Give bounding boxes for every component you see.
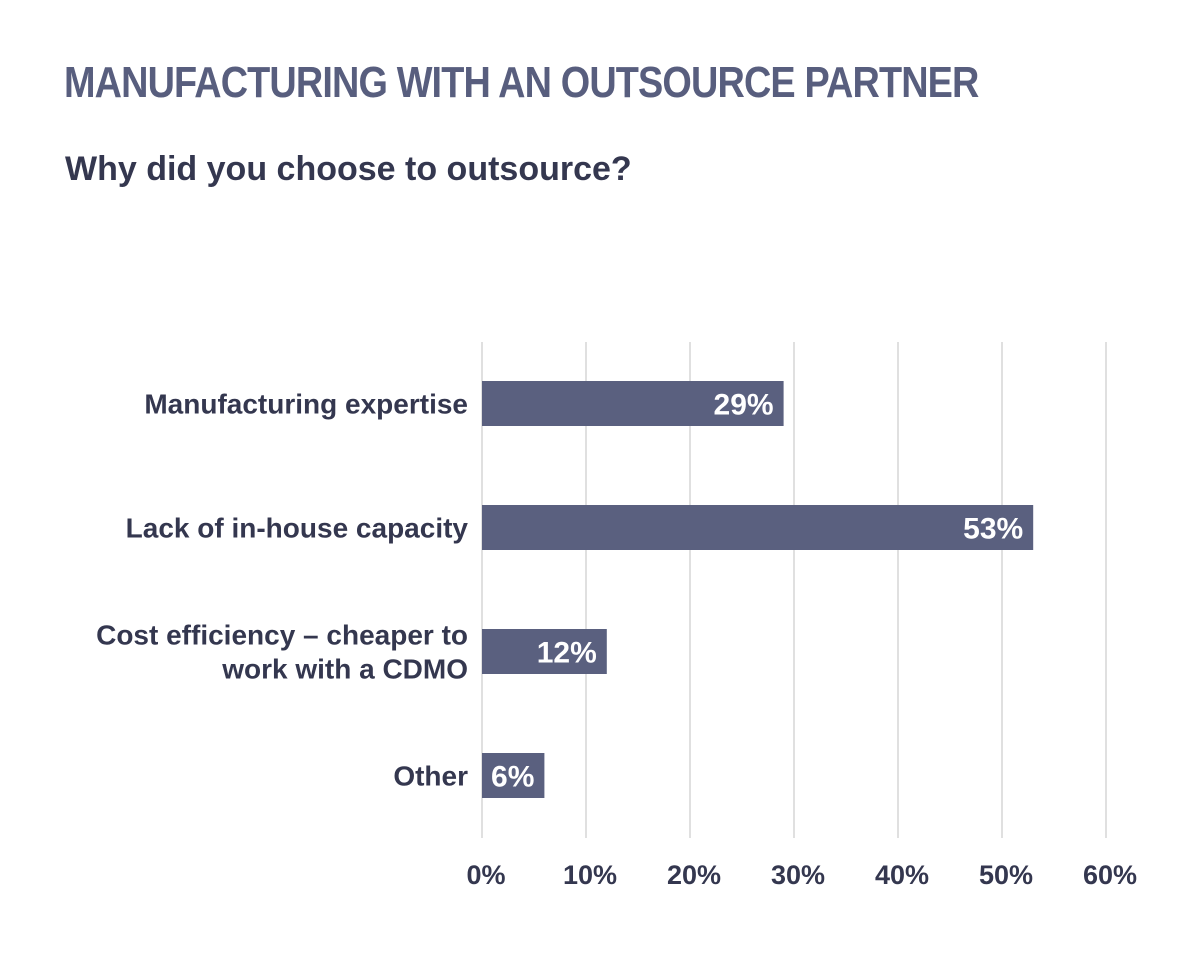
x-tick-label: 0%	[466, 860, 505, 890]
chart-subtitle: Why did you choose to outsource?	[65, 150, 632, 188]
x-tick-label: 10%	[563, 860, 617, 890]
category-label: work with a CDMO	[221, 654, 468, 685]
chart-title: MANUFACTURING WITH AN OUTSOURCE PARTNER	[64, 58, 979, 107]
category-labels: Manufacturing expertise Lack of in-house …	[96, 389, 468, 792]
bar-value-label: 29%	[714, 389, 774, 422]
category-label: Other	[393, 761, 468, 792]
bar	[482, 381, 784, 426]
category-label: Lack of in-house capacity	[126, 513, 469, 544]
category-label: Manufacturing expertise	[144, 389, 468, 420]
category-label: Cost efficiency – cheaper to	[96, 620, 468, 651]
x-axis-tick-labels: 0% 10% 20% 30% 40% 50% 60%	[466, 860, 1137, 890]
bar	[482, 505, 1034, 550]
x-tick-label: 50%	[979, 860, 1033, 890]
x-tick-label: 20%	[667, 860, 721, 890]
bars: 29% 53% 12% 6%	[482, 381, 1034, 798]
bar-value-label: 12%	[537, 637, 597, 670]
x-tick-label: 30%	[771, 860, 825, 890]
bar	[482, 629, 607, 674]
bar	[482, 753, 545, 798]
x-tick-label: 40%	[875, 860, 929, 890]
bar-value-label: 6%	[491, 761, 534, 794]
bar-value-label: 53%	[963, 513, 1023, 546]
x-tick-label: 60%	[1083, 860, 1137, 890]
